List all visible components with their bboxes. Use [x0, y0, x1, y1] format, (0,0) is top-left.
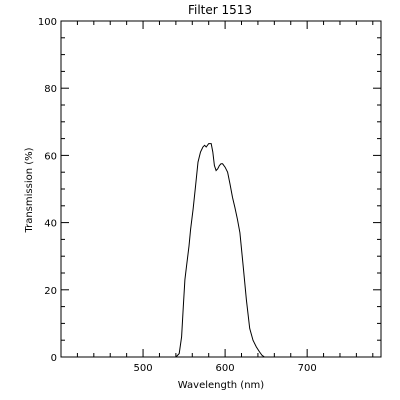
- x-tick-label: 700: [298, 363, 317, 374]
- y-tick-label: 0: [51, 353, 57, 364]
- x-tick-label: 600: [216, 363, 235, 374]
- y-tick-label: 20: [44, 286, 57, 297]
- chart-title: Filter 1513: [188, 3, 252, 17]
- x-axis-label: Wavelength (nm): [178, 380, 264, 391]
- plot-border: [60, 20, 382, 358]
- y-tick-label: 40: [44, 219, 57, 230]
- plot-frame: [60, 20, 382, 358]
- y-tick-label: 100: [38, 17, 57, 28]
- tick-labels: 500 600 700 0 20 40 60 80 100: [38, 17, 317, 374]
- x-tick-label: 500: [134, 363, 153, 374]
- y-tick-label: 80: [44, 84, 57, 95]
- y-axis-label: Transmission (%): [24, 147, 35, 233]
- series-line-transmission: [61, 143, 381, 358]
- axis-ticks: [61, 21, 381, 357]
- y-tick-label: 60: [44, 151, 57, 162]
